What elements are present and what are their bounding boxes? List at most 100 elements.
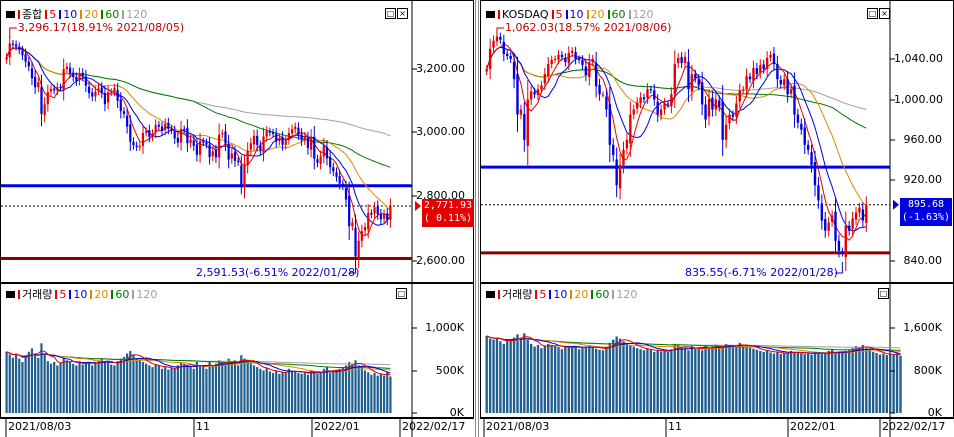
candle[interactable] <box>752 60 755 89</box>
volume-bar[interactable] <box>322 368 325 413</box>
volume-bar[interactable] <box>72 363 75 413</box>
candle[interactable] <box>145 127 148 137</box>
volume-bar[interactable] <box>789 350 793 413</box>
volume-bar[interactable] <box>704 346 707 413</box>
volume-bar[interactable] <box>882 353 885 414</box>
volume-bar[interactable] <box>230 362 233 413</box>
volume-bar[interactable] <box>724 343 728 413</box>
candle[interactable] <box>673 50 676 108</box>
volume-bar[interactable] <box>11 357 15 413</box>
volume-bar[interactable] <box>865 348 868 413</box>
volume-bar[interactable] <box>728 345 731 413</box>
legend-ma-5[interactable]: 5 <box>59 287 67 301</box>
volume-bar[interactable] <box>97 360 100 413</box>
candle[interactable] <box>170 125 173 134</box>
volume-bar[interactable] <box>75 365 78 413</box>
candle[interactable] <box>803 118 806 154</box>
candle[interactable] <box>745 68 748 97</box>
candle[interactable] <box>256 129 259 152</box>
volume-bar[interactable] <box>847 350 851 413</box>
volume-bar[interactable] <box>786 353 789 414</box>
volume-bar[interactable] <box>588 345 591 413</box>
candle[interactable] <box>49 84 53 96</box>
volume-bar[interactable] <box>160 368 164 413</box>
legend-series-name[interactable]: KOSDAQ <box>502 7 549 21</box>
candle[interactable] <box>506 49 509 60</box>
candle[interactable] <box>56 82 59 95</box>
candle[interactable] <box>24 48 27 68</box>
volume-bar[interactable] <box>830 349 834 413</box>
candle[interactable] <box>735 95 738 125</box>
volume-bar[interactable] <box>741 344 745 413</box>
volume-bar[interactable] <box>591 347 594 413</box>
candle[interactable] <box>529 85 533 106</box>
volume-bar[interactable] <box>694 347 697 413</box>
candle[interactable] <box>677 53 680 68</box>
volume-bar[interactable] <box>536 345 540 413</box>
volume-bar[interactable] <box>271 373 275 413</box>
candle[interactable] <box>721 85 724 157</box>
candle[interactable] <box>683 51 687 69</box>
candle[interactable] <box>141 125 145 154</box>
volume-bar[interactable] <box>649 349 653 413</box>
volume-bar[interactable] <box>103 361 107 413</box>
volume-bar[interactable] <box>27 351 30 413</box>
volume-bar[interactable] <box>871 351 875 413</box>
volume-bar[interactable] <box>892 355 895 413</box>
volume-bar[interactable] <box>300 373 303 413</box>
legend-ma-10[interactable]: 10 <box>73 287 88 301</box>
candle[interactable] <box>37 77 40 93</box>
candle[interactable] <box>259 140 262 156</box>
candle[interactable] <box>615 147 618 198</box>
volume-bar[interactable] <box>91 365 94 413</box>
volume-bar[interactable] <box>319 372 322 413</box>
candle[interactable] <box>72 67 75 82</box>
volume-bar[interactable] <box>779 354 782 413</box>
candle[interactable] <box>224 123 227 152</box>
volume-bar[interactable] <box>806 352 810 413</box>
volume-bar[interactable] <box>567 347 570 413</box>
volume-bar[interactable] <box>310 370 313 414</box>
volume-bar[interactable] <box>550 345 553 413</box>
volume-bar[interactable] <box>748 347 752 413</box>
volume-bar[interactable] <box>30 348 34 413</box>
candle[interactable] <box>313 126 316 170</box>
legend-ma-5[interactable]: 5 <box>539 287 547 301</box>
volume-bar[interactable] <box>670 349 673 413</box>
volume-bar[interactable] <box>49 363 53 413</box>
candle[interactable] <box>762 59 765 74</box>
volume-bar[interactable] <box>262 370 265 414</box>
volume-bar[interactable] <box>711 346 714 413</box>
candle[interactable] <box>167 117 170 135</box>
volume-bar[interactable] <box>18 358 21 413</box>
legend-ma-20[interactable]: 20 <box>84 7 99 21</box>
candle[interactable] <box>246 142 249 174</box>
candle[interactable] <box>553 55 557 64</box>
candle[interactable] <box>310 129 313 158</box>
candle[interactable] <box>680 52 683 69</box>
volume-bar[interactable] <box>878 354 882 413</box>
volume-bar[interactable] <box>8 354 11 413</box>
candle[interactable] <box>208 136 211 165</box>
candle[interactable] <box>509 51 512 64</box>
candle[interactable] <box>847 220 851 236</box>
volume-bar[interactable] <box>34 353 37 414</box>
volume-bar[interactable] <box>24 355 27 413</box>
volume-bar[interactable] <box>615 336 618 414</box>
candle[interactable] <box>834 198 837 254</box>
candle[interactable] <box>574 46 577 65</box>
volume-bar[interactable] <box>141 362 145 413</box>
volume-bar[interactable] <box>875 352 878 413</box>
volume-bar[interactable] <box>653 351 656 413</box>
volume-bar[interactable] <box>512 337 516 413</box>
candle[interactable] <box>533 87 536 99</box>
candle[interactable] <box>214 144 218 163</box>
candle[interactable] <box>488 38 492 80</box>
candle[interactable] <box>571 47 574 57</box>
candle[interactable] <box>789 84 793 99</box>
volume-bar[interactable] <box>495 337 499 413</box>
candle[interactable] <box>186 119 189 152</box>
legend-ma-20[interactable]: 20 <box>574 287 589 301</box>
candle[interactable] <box>173 125 176 145</box>
volume-bar[interactable] <box>325 367 329 413</box>
